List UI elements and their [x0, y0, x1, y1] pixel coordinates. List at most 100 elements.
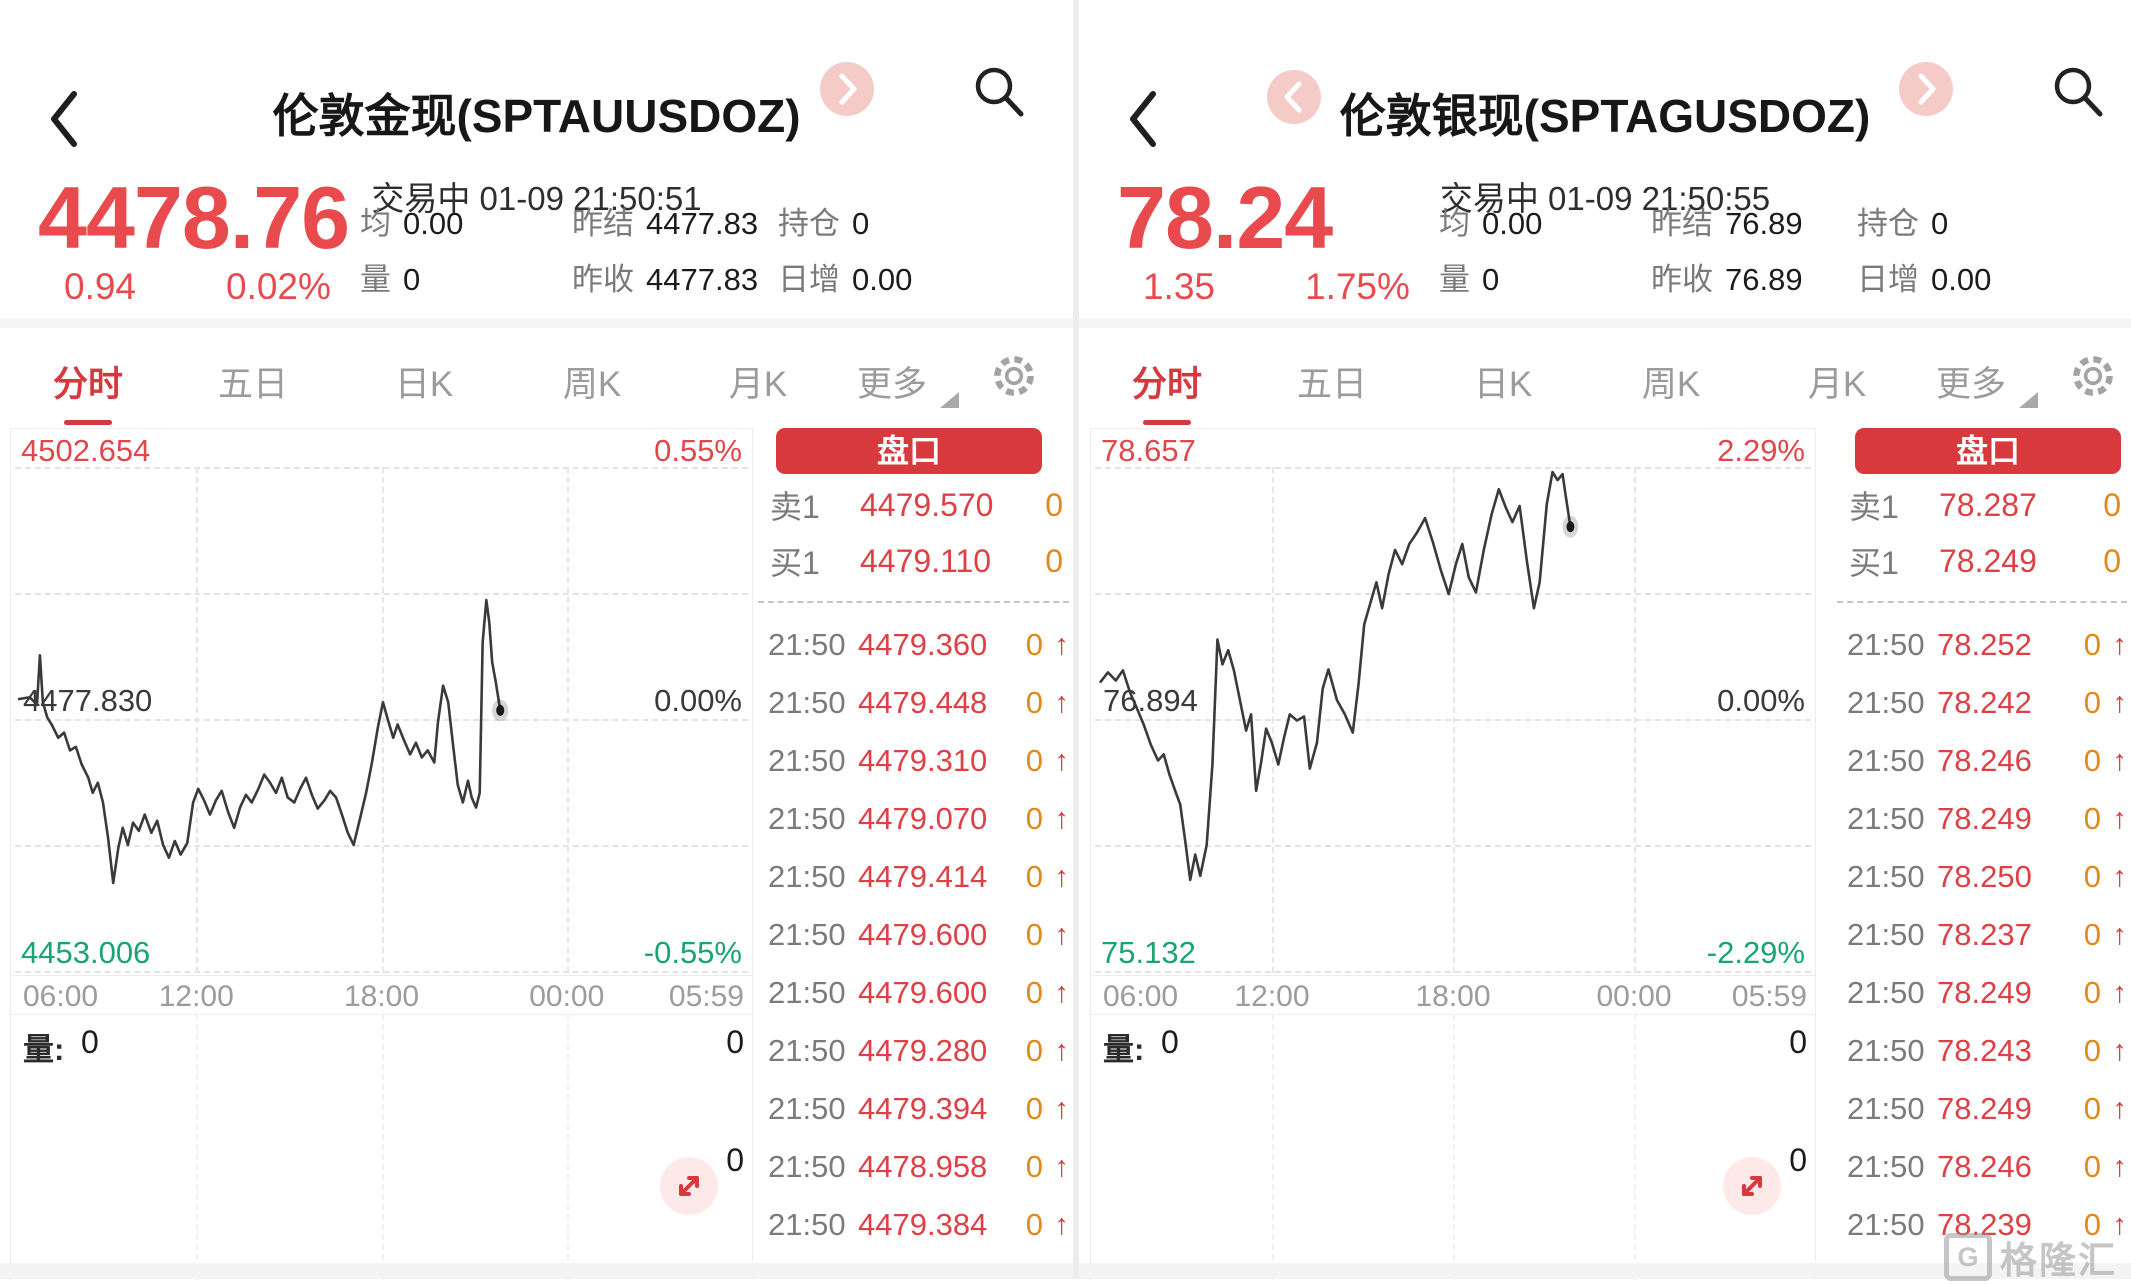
search-icon[interactable] [2047, 60, 2109, 124]
time-tick: 06:00 [1103, 980, 1179, 1013]
price-change: 0.94 [64, 266, 137, 307]
chart-low-pct: -0.55% [643, 935, 742, 970]
ask-price: 4479.570 [860, 486, 994, 523]
up-arrow-icon: ↑ [2112, 744, 2128, 777]
volume-axis-bottom: 0 [726, 1142, 744, 1178]
back-icon[interactable] [44, 88, 84, 150]
bid-qty: 0 [2103, 542, 2121, 579]
tab-monthly[interactable]: 月K [1807, 365, 1867, 404]
chevron-left-icon [1284, 81, 1302, 113]
active-tab-indicator [64, 420, 112, 425]
next-instrument-button[interactable] [820, 62, 874, 116]
trade-tick-row: 21:50 78.246 0 ↑ [1847, 732, 2127, 790]
tick-qty: 0 [2083, 1033, 2101, 1068]
tick-price: 78.249 [1937, 1091, 2032, 1126]
volume-axis-top: 0 [1789, 1024, 1807, 1060]
last-price-dot [1566, 521, 1575, 533]
next-instrument-button[interactable] [1899, 62, 1953, 116]
up-arrow-icon: ↑ [1054, 628, 1070, 661]
tab-minute[interactable]: 分时 [1131, 365, 1202, 404]
tab-5day[interactable]: 五日 [1296, 365, 1367, 404]
up-arrow-icon: ↑ [1054, 1034, 1070, 1067]
back-icon[interactable] [1123, 88, 1163, 150]
up-arrow-icon: ↑ [1054, 802, 1070, 835]
tab-more[interactable]: 更多 [856, 365, 927, 404]
tick-qty: 0 [2083, 917, 2101, 952]
tick-time: 21:50 [1847, 1091, 1925, 1126]
tick-qty: 0 [1025, 1033, 1043, 1068]
trading-status: 交易中 01-09 21:50:55 [1439, 180, 1771, 217]
prev-instrument-button[interactable] [1267, 70, 1321, 124]
orderbook-header: 盘口 [1855, 428, 2121, 474]
up-arrow-icon: ↑ [2112, 1208, 2128, 1241]
last-price: 78.24 [1117, 168, 1333, 267]
tab-weekly[interactable]: 周K [562, 365, 622, 404]
tick-time: 21:50 [768, 801, 846, 836]
volume-label: 量: [1103, 1032, 1145, 1067]
orderbook-divider [758, 601, 1069, 603]
up-arrow-icon: ↑ [1054, 918, 1070, 951]
price-line-chart [15, 467, 509, 973]
gridline [381, 467, 384, 973]
tick-price: 4479.394 [858, 1091, 988, 1126]
gear-icon[interactable] [2069, 352, 2117, 400]
up-arrow-icon: ↑ [1054, 976, 1070, 1009]
more-dropdown-icon [2019, 392, 2038, 408]
stat-average: 均 0.00 [360, 206, 464, 241]
trade-tick-list[interactable]: 21:50 78.252 0 ↑ 21:50 78.242 0 ↑ 21:50 … [1847, 616, 2127, 1254]
tick-price: 78.249 [1937, 975, 2032, 1010]
tick-qty: 0 [1025, 917, 1043, 952]
tab-daily[interactable]: 日K [1473, 365, 1533, 404]
up-arrow-icon: ↑ [2112, 1092, 2128, 1125]
tab-monthly[interactable]: 月K [728, 365, 788, 404]
tick-time: 21:50 [1847, 975, 1925, 1010]
tab-more[interactable]: 更多 [1935, 365, 2006, 404]
chart-mid-price: 4477.830 [23, 683, 153, 718]
trade-tick-row: 21:50 78.249 0 ↑ [1847, 790, 2127, 848]
more-dropdown-icon [940, 392, 959, 408]
tick-price: 4479.070 [858, 801, 988, 836]
tick-qty: 0 [2083, 1207, 2101, 1242]
gridline [381, 1014, 384, 1280]
tick-time: 21:50 [768, 1149, 846, 1184]
last-price-dot [496, 704, 505, 716]
bid-label: 买1 [1849, 545, 1899, 581]
tick-qty: 0 [2083, 743, 2101, 778]
expand-chart-button[interactable] [1723, 1157, 1781, 1215]
time-tick: 00:00 [529, 980, 605, 1013]
gridline [1634, 467, 1636, 973]
time-axis: 06:00 12:00 18:00 00:00 05:59 [1091, 975, 1815, 1015]
tick-price: 4479.414 [858, 859, 988, 894]
expand-chart-button[interactable] [660, 1157, 718, 1215]
price-line-chart [1095, 467, 1579, 973]
tick-time: 21:50 [1847, 627, 1925, 662]
tab-minute[interactable]: 分时 [52, 365, 123, 404]
search-icon[interactable] [968, 60, 1030, 124]
minute-chart[interactable]: 4502.654 0.55% 4477.830 0.00% 4453.006 -… [10, 428, 753, 1280]
bid-label: 买1 [770, 545, 820, 581]
tick-time: 21:50 [768, 1207, 846, 1242]
tick-qty: 0 [1025, 1091, 1043, 1126]
trade-tick-row: 21:50 78.242 0 ↑ [1847, 674, 2127, 732]
time-axis: 06:00 12:00 18:00 00:00 05:59 [11, 975, 752, 1015]
tick-price: 4478.958 [858, 1149, 988, 1184]
up-arrow-icon: ↑ [2112, 686, 2128, 719]
gridline [196, 1014, 199, 1280]
trading-status: 交易中 01-09 21:50:51 [371, 180, 702, 217]
minute-chart[interactable]: 78.657 2.29% 76.894 0.00% 75.132 -2.29% … [1090, 428, 1816, 1280]
tab-weekly[interactable]: 周K [1641, 365, 1701, 404]
tick-qty: 0 [2083, 627, 2101, 662]
tick-time: 21:50 [768, 1091, 846, 1126]
tab-daily[interactable]: 日K [394, 365, 454, 404]
stat-prev-settle: 昨结 76.89 [1651, 206, 1803, 241]
tab-5day[interactable]: 五日 [217, 365, 288, 404]
tick-time: 21:50 [1847, 801, 1925, 836]
expand-arrows-icon [679, 1176, 699, 1196]
trade-tick-list[interactable]: 21:50 4479.360 0 ↑ 21:50 4479.448 0 ↑ 21… [768, 616, 1069, 1254]
tick-price: 78.250 [1937, 859, 2032, 894]
volume-label: 量: [23, 1032, 65, 1067]
up-arrow-icon: ↑ [2112, 1150, 2128, 1183]
gear-icon[interactable] [990, 352, 1038, 400]
tick-price: 78.252 [1937, 627, 2032, 662]
